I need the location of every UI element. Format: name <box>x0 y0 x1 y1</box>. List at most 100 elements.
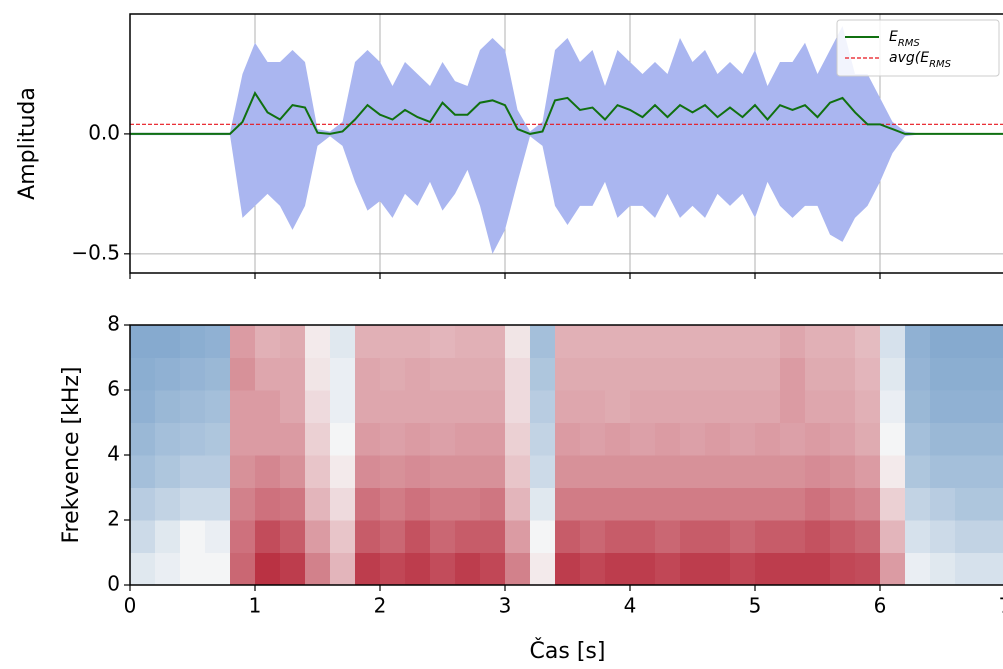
spectrogram-cell <box>455 422 481 456</box>
spectrogram-cell <box>630 390 656 423</box>
y-tick-label: 2 <box>107 507 120 531</box>
spectrogram-cell <box>680 390 706 423</box>
spectrogram-cell <box>205 422 231 456</box>
spectrogram-cell <box>330 422 356 456</box>
spectrogram-cell <box>805 487 831 521</box>
y-tick-label: 8 <box>107 312 120 336</box>
spectrogram-cell <box>355 487 381 521</box>
spectrogram-cell <box>230 357 256 391</box>
spectrogram-cell <box>555 357 581 391</box>
spectrogram-cell <box>780 390 806 423</box>
spectrogram-cell <box>505 552 531 586</box>
spectrogram-cell <box>555 325 581 358</box>
y-tick-label: −0.5 <box>71 240 120 264</box>
spectrogram-cell <box>655 552 681 586</box>
spectrogram-cell <box>355 520 381 553</box>
spectrogram-cell <box>380 390 406 423</box>
spectrogram-cell <box>905 325 931 358</box>
spectrogram-cell <box>730 552 756 586</box>
spectrogram-cell <box>305 455 331 488</box>
spectrogram-cell <box>905 487 931 521</box>
spectrogram-cell <box>405 520 431 553</box>
spectrogram-cell <box>730 390 756 423</box>
spectrogram-cell <box>480 325 506 358</box>
spectrogram-cell <box>830 357 856 391</box>
spectrogram-cell <box>505 325 531 358</box>
spectrogram-cell <box>780 357 806 391</box>
axes: 0 1 2 3 4 5 6 7 0 2 4 6 8 Frekvence [kHz] Čas [s] <box>59 312 1003 664</box>
spectrogram-cell <box>630 552 656 586</box>
x-tick-label: 4 <box>624 594 637 618</box>
spectrogram-cell <box>455 552 481 586</box>
spectrogram-cell <box>305 325 331 358</box>
spectrogram-cell <box>780 487 806 521</box>
spectrogram-cell <box>655 325 681 358</box>
spectrogram-cell <box>280 422 306 456</box>
spectrogram-cell <box>805 455 831 488</box>
spectrogram-cell <box>430 487 456 521</box>
spectrogram-cell <box>205 552 231 586</box>
spectrogram-cell <box>130 487 156 521</box>
spectrogram-cell <box>630 422 656 456</box>
spectrogram-cell <box>130 552 156 586</box>
spectrogram-cell <box>980 422 1003 456</box>
spectrogram-cell <box>905 455 931 488</box>
spectrogram-cell <box>555 455 581 488</box>
spectrogram-cell <box>355 357 381 391</box>
spectrogram-cell <box>205 390 231 423</box>
spectrogram-cell <box>130 325 156 358</box>
spectrogram-cell <box>205 357 231 391</box>
spectrogram-cell <box>530 520 556 553</box>
spectrogram-cell <box>580 520 606 553</box>
spectrogram-cell <box>180 390 206 423</box>
spectrogram-cell <box>705 357 731 391</box>
spectrogram-cell <box>480 357 506 391</box>
spectrogram-cell <box>380 325 406 358</box>
spectrogram-cell <box>930 487 956 521</box>
y-axis-label: Frekvence [kHz] <box>59 366 84 543</box>
spectrogram-cell <box>630 520 656 553</box>
spectrogram-cell <box>355 325 381 358</box>
spectrogram-cell <box>780 455 806 488</box>
spectrogram-cell <box>680 520 706 553</box>
spectrogram-cell <box>480 487 506 521</box>
spectrogram-cell <box>255 390 281 423</box>
y-axis-label: Amplituda <box>15 87 40 200</box>
spectrogram-cell <box>430 357 456 391</box>
spectrogram-cell <box>130 390 156 423</box>
spectrogram-cell <box>405 455 431 488</box>
spectrogram-cell <box>580 422 606 456</box>
spectrogram-cell <box>380 357 406 391</box>
spectrogram-cell <box>730 422 756 456</box>
spectrogram-cell <box>655 422 681 456</box>
spectrogram-cell <box>155 325 181 358</box>
spectrogram-cell <box>930 325 956 358</box>
spectrogram-cell <box>880 552 906 586</box>
spectrogram-cell <box>905 520 931 553</box>
x-tick-label: 2 <box>374 594 387 618</box>
spectrogram-cell <box>155 487 181 521</box>
spectrogram-cell <box>680 455 706 488</box>
spectrogram-cell <box>730 325 756 358</box>
spectrogram-cell <box>230 520 256 553</box>
spectrogram-cell <box>855 390 881 423</box>
spectrogram-cell <box>155 552 181 586</box>
spectrogram-cell <box>405 422 431 456</box>
spectrogram-cell <box>855 357 881 391</box>
spectrogram-cell <box>180 422 206 456</box>
axes-frame <box>129 13 1003 274</box>
waveform-envelope <box>130 25 1003 254</box>
spectrogram-cell <box>755 552 781 586</box>
spectrogram-cell <box>830 455 856 488</box>
spectrogram-cell <box>955 422 981 456</box>
spectrogram-cell <box>655 390 681 423</box>
spectrogram-cell <box>580 357 606 391</box>
spectrogram-cell <box>480 455 506 488</box>
spectrogram-cell <box>380 455 406 488</box>
spectrogram-cell <box>180 455 206 488</box>
spectrogram-cell <box>705 455 731 488</box>
x-tick-label: 7 <box>999 594 1003 618</box>
spectrogram-cell <box>880 455 906 488</box>
spectrogram-cell <box>980 390 1003 423</box>
